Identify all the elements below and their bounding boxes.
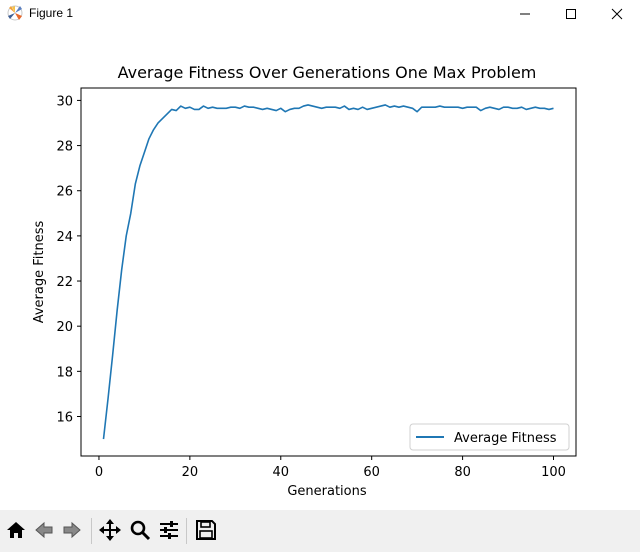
y-tick-label: 28 — [56, 140, 73, 155]
configure-subplots-button[interactable] — [155, 516, 183, 544]
minimize-button[interactable] — [502, 0, 548, 28]
x-tick-label: 20 — [182, 465, 199, 480]
line-chart: Average Fitness Over Generations One Max… — [32, 63, 577, 499]
configure-subplots-icon — [160, 521, 178, 539]
y-tick-label: 26 — [56, 185, 73, 200]
y-axis-label: Average Fitness — [32, 221, 47, 324]
toolbar-separator — [91, 518, 92, 544]
maximize-icon — [566, 9, 576, 19]
x-tick-label: 100 — [541, 465, 566, 480]
y-tick-label: 24 — [56, 230, 73, 245]
y-tick-label: 30 — [56, 94, 73, 109]
pan-move-icon — [99, 519, 121, 541]
window-titlebar: Figure 1 — [0, 0, 640, 28]
y-tick-label: 18 — [56, 365, 73, 380]
legend-label: Average Fitness — [454, 431, 557, 446]
forward-button[interactable] — [58, 516, 86, 544]
navigation-toolbar — [0, 510, 640, 552]
y-axis: 16 18 20 22 24 26 28 30 — [56, 94, 81, 425]
y-tick-label: 20 — [56, 320, 73, 335]
window-title: Figure 1 — [29, 6, 74, 20]
save-floppy-icon — [196, 520, 216, 540]
home-button[interactable] — [2, 516, 30, 544]
forward-arrow-icon — [63, 521, 81, 539]
minimize-icon — [520, 13, 530, 15]
chart-title: Average Fitness Over Generations One Max… — [118, 63, 537, 82]
figure-canvas[interactable]: Average Fitness Over Generations One Max… — [0, 28, 640, 510]
legend-box — [409, 423, 570, 451]
pan-button[interactable] — [96, 516, 124, 544]
x-tick-label: 40 — [272, 465, 289, 480]
x-axis: 0 20 40 60 80 100 — [95, 456, 566, 480]
x-tick-label: 80 — [454, 465, 471, 480]
x-tick-label: 60 — [363, 465, 380, 480]
maximize-button[interactable] — [548, 0, 594, 28]
matplotlib-logo-icon — [6, 4, 24, 22]
plot-area-frame — [80, 87, 577, 457]
save-button[interactable] — [192, 516, 220, 544]
close-button[interactable] — [594, 0, 640, 28]
x-tick-label: 0 — [95, 465, 103, 480]
x-axis-label: Generations — [287, 484, 367, 499]
toolbar-separator — [186, 518, 187, 544]
y-tick-label: 22 — [56, 275, 73, 290]
back-button[interactable] — [30, 516, 58, 544]
zoom-button[interactable] — [126, 516, 154, 544]
series-line-average-fitness — [102, 104, 554, 440]
zoom-magnifier-icon — [130, 520, 151, 541]
back-arrow-icon — [35, 521, 53, 539]
y-tick-label: 16 — [56, 410, 73, 425]
close-icon — [611, 8, 623, 20]
home-icon — [7, 522, 25, 538]
legend: Average Fitness — [409, 423, 570, 451]
